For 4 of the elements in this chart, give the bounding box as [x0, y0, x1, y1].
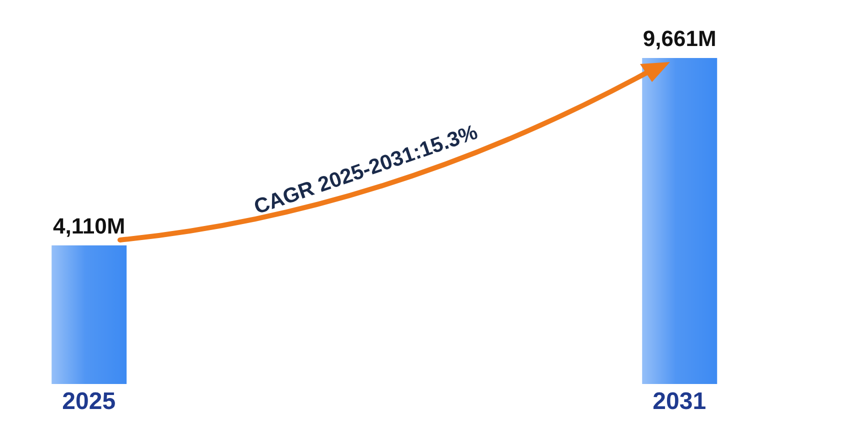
x-tick-label: 2025	[62, 388, 116, 416]
x-tick-label: 2031	[652, 388, 706, 416]
data-label: 9,661M	[642, 26, 716, 51]
data-label: 4,110M	[53, 213, 126, 238]
